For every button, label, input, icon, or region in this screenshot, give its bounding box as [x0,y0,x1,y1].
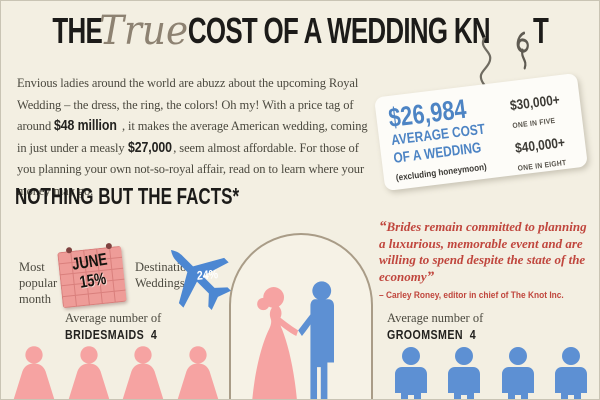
tier-30k-frequency: ONE IN FIVE [511,115,556,131]
bridesmaid-figure [68,346,109,399]
groomsmen-count: 4 [469,327,477,342]
bridesmaids-word: BRIDESMAIDS [65,327,145,342]
groomsmen-word: GROOMSMEN [387,327,463,342]
title-word-the: THE [52,10,102,51]
title-word-cost: COST OF A WEDDING KN [187,10,491,51]
destination-weddings-percentage: 24% [196,267,219,283]
quote-attribution: – Carley Roney, editor in chief of The K… [379,290,564,301]
bridesmaids-label: Average number of BRIDESMAIDS 4 [65,310,177,344]
calendar-text: JUNE 15% [57,248,126,296]
groomsman-figure [501,347,534,399]
quote-block: “Brides remain committed to planning a l… [379,219,593,303]
airplane-icon: 24% [157,235,237,317]
calendar-pin-icon [65,246,73,254]
quote-text: “Brides remain committed to planning a l… [379,219,593,285]
bridesmaid-figure [123,346,164,399]
tier-40k: $40,000+ ONE IN EIGHT [514,133,577,176]
bridesmaid-figure [13,346,55,399]
tier-40k-frequency: ONE IN EIGHT [517,157,567,173]
destination-weddings-label: Destination Weddings [135,260,193,290]
groomsmen-label-top: Average number of [387,311,484,325]
bridesmaid-figure [177,346,219,399]
calendar-percentage: 15% [78,268,108,292]
bridesmaids-label-bold: BRIDESMAIDS 4 [65,327,157,343]
bridesmaids-count: 4 [150,327,158,342]
groomsmen-figures [387,347,595,399]
bridesmaids-label-top: Average number of [65,311,162,325]
groomsman-figure [554,347,587,399]
groomsman-figure [448,347,481,399]
popular-month-label: Most popular month [19,260,58,306]
bridesmaids-figures [9,345,223,399]
calendar-icon: JUNE 15% [57,242,127,309]
intro-amount-48m: $48 million [54,118,117,134]
facts-heading: NOTHING BUT THE FACTS* [15,183,240,209]
page-title-row: THE True COST OF A WEDDING KN T [52,7,549,98]
bride-groom-silhouette [252,281,334,399]
page-title: THE True COST OF A WEDDING KN T [1,7,599,98]
open-quote-mark: “ [379,219,387,235]
groomsman-figure [395,347,427,399]
intro-amount-27k: $27,000 [127,139,172,156]
intro-part3: , seem almost affordable. For those of y… [17,140,365,198]
calendar-pin-icon [105,242,113,250]
price-tag-tiers: $30,000+ ONE IN FIVE $40,000+ ONE IN EIG… [508,82,576,173]
intro-part1: Envious ladies around the world are abuz… [17,76,359,133]
groomsmen-label: Average number of GROOMSMEN 4 [387,310,496,344]
title-word-t: T [532,10,549,51]
quote-body: Brides remain committed to planning a lu… [379,219,587,284]
knot-icon [490,9,535,98]
intro-part2: , it makes the average American wedding,… [17,119,368,155]
close-quote-mark: ” [426,268,435,285]
tier-30k: $30,000+ ONE IN FIVE [509,90,572,133]
price-tag-main: $26,984 AVERAGE COST OF A WEDDING (exclu… [387,89,518,183]
intro-paragraph: Envious ladies around the world are abuz… [17,73,377,202]
groomsmen-label-bold: GROOMSMEN 4 [387,327,476,343]
wedding-arch [229,233,373,399]
title-word-true: True [98,8,188,54]
